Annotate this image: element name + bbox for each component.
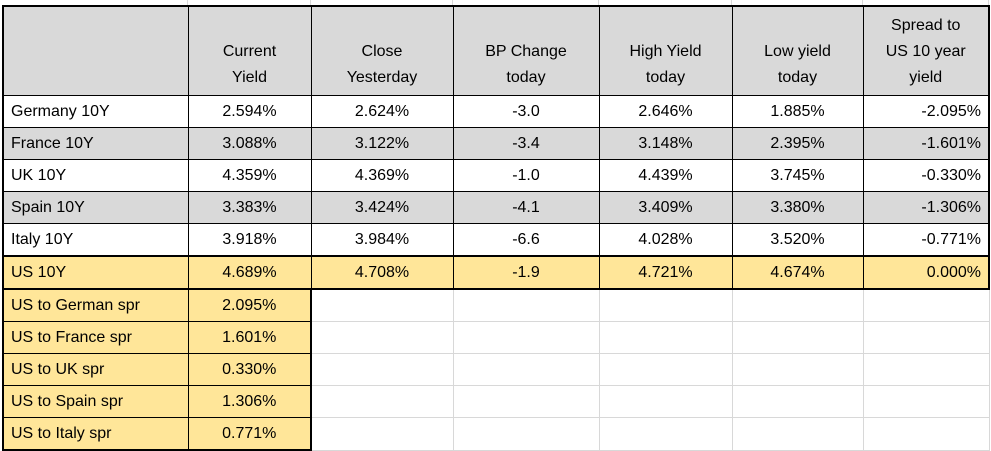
spread-value-cell[interactable]: 0.330%: [187, 353, 312, 386]
row-uk-10y: UK 10Y 4.359% 4.369% -1.0 4.439% 3.745% …: [2, 159, 990, 192]
empty-cell[interactable]: [599, 321, 733, 354]
empty-cell[interactable]: [863, 353, 990, 386]
high-yield-cell[interactable]: 4.028%: [598, 223, 733, 257]
current-yield-cell[interactable]: 3.383%: [187, 191, 312, 224]
high-yield-cell[interactable]: 3.409%: [598, 191, 733, 224]
empty-cell[interactable]: [863, 385, 990, 418]
empty-cell[interactable]: [453, 385, 600, 418]
current-yield-cell[interactable]: 3.918%: [187, 223, 312, 257]
row-label-cell[interactable]: Spain 10Y: [2, 191, 189, 224]
empty-cell[interactable]: [732, 321, 864, 354]
empty-cell[interactable]: [732, 289, 864, 322]
column-header-low-yield-today[interactable]: Low yield today: [731, 5, 864, 96]
bp-change-cell[interactable]: -6.6: [452, 223, 600, 257]
empty-cell[interactable]: [732, 353, 864, 386]
row-label-cell[interactable]: UK 10Y: [2, 159, 189, 192]
row-label-cell[interactable]: US to German spr: [2, 288, 189, 322]
row-us-to-italy-spr: US to Italy spr 0.771%: [2, 417, 990, 451]
empty-cell[interactable]: [732, 417, 864, 451]
empty-cell[interactable]: [311, 321, 454, 354]
row-france-10y: France 10Y 3.088% 3.122% -3.4 3.148% 2.3…: [2, 127, 990, 160]
empty-cell[interactable]: [453, 353, 600, 386]
close-yesterday-cell[interactable]: 2.624%: [310, 95, 454, 128]
row-label-cell[interactable]: US to France spr: [2, 321, 189, 354]
empty-cell[interactable]: [599, 385, 733, 418]
spread-value-cell[interactable]: 0.771%: [187, 417, 312, 451]
empty-cell[interactable]: [311, 417, 454, 451]
empty-cell[interactable]: [453, 417, 600, 451]
empty-cell[interactable]: [453, 289, 600, 322]
close-yesterday-cell[interactable]: 4.708%: [310, 255, 454, 290]
low-yield-cell[interactable]: 3.745%: [731, 159, 864, 192]
spread-cell[interactable]: -1.306%: [862, 191, 990, 224]
current-yield-cell[interactable]: 3.088%: [187, 127, 312, 160]
column-header-high-yield-today[interactable]: High Yield today: [598, 5, 733, 96]
low-yield-cell[interactable]: 3.520%: [731, 223, 864, 257]
empty-cell[interactable]: [732, 385, 864, 418]
low-yield-cell[interactable]: 2.395%: [731, 127, 864, 160]
bp-change-cell[interactable]: -1.0: [452, 159, 600, 192]
spread-cell[interactable]: -0.771%: [862, 223, 990, 257]
empty-cell[interactable]: [863, 321, 990, 354]
row-label-cell[interactable]: US 10Y: [2, 255, 189, 290]
high-yield-cell[interactable]: 3.148%: [598, 127, 733, 160]
row-spain-10y: Spain 10Y 3.383% 3.424% -4.1 3.409% 3.38…: [2, 191, 990, 224]
empty-cell[interactable]: [863, 289, 990, 322]
low-yield-cell[interactable]: 1.885%: [731, 95, 864, 128]
current-yield-cell[interactable]: 2.594%: [187, 95, 312, 128]
row-italy-10y: Italy 10Y 3.918% 3.984% -6.6 4.028% 3.52…: [2, 223, 990, 257]
bp-change-cell[interactable]: -3.0: [452, 95, 600, 128]
empty-cell[interactable]: [599, 289, 733, 322]
spread-cell[interactable]: -2.095%: [862, 95, 990, 128]
bond-yield-table: Current Yield Close Yesterday BP Change …: [2, 5, 990, 451]
close-yesterday-cell[interactable]: 3.424%: [310, 191, 454, 224]
spread-value-cell[interactable]: 1.306%: [187, 385, 312, 418]
spread-value-cell[interactable]: 1.601%: [187, 321, 312, 354]
current-yield-cell[interactable]: 4.689%: [187, 255, 312, 290]
row-label-cell[interactable]: France 10Y: [2, 127, 189, 160]
low-yield-cell[interactable]: 4.674%: [731, 255, 864, 290]
row-us-to-german-spr: US to German spr 2.095%: [2, 288, 990, 322]
header-row: Current Yield Close Yesterday BP Change …: [2, 5, 990, 96]
spread-cell[interactable]: 0.000%: [862, 255, 990, 290]
high-yield-cell[interactable]: 4.721%: [598, 255, 733, 290]
column-header-bp-change-today[interactable]: BP Change today: [452, 5, 600, 96]
sheet-top-gridline-strip: [0, 0, 991, 5]
empty-cell[interactable]: [311, 353, 454, 386]
header-empty-cell[interactable]: [2, 5, 189, 96]
row-label-cell[interactable]: US to Italy spr: [2, 417, 189, 451]
column-header-current-yield[interactable]: Current Yield: [187, 5, 312, 96]
row-label-cell[interactable]: US to Spain spr: [2, 385, 189, 418]
high-yield-cell[interactable]: 4.439%: [598, 159, 733, 192]
close-yesterday-cell[interactable]: 3.122%: [310, 127, 454, 160]
bp-change-cell[interactable]: -4.1: [452, 191, 600, 224]
row-label-cell[interactable]: Italy 10Y: [2, 223, 189, 257]
empty-cell[interactable]: [311, 385, 454, 418]
row-us-10y: US 10Y 4.689% 4.708% -1.9 4.721% 4.674% …: [2, 255, 990, 290]
column-header-spread-to-us-10-year-yield[interactable]: Spread to US 10 year yield: [862, 5, 990, 96]
current-yield-cell[interactable]: 4.359%: [187, 159, 312, 192]
spread-value-cell[interactable]: 2.095%: [187, 288, 312, 322]
empty-cell[interactable]: [311, 289, 454, 322]
row-label-cell[interactable]: Germany 10Y: [2, 95, 189, 128]
row-us-to-spain-spr: US to Spain spr 1.306%: [2, 385, 990, 418]
high-yield-cell[interactable]: 2.646%: [598, 95, 733, 128]
row-us-to-uk-spr: US to UK spr 0.330%: [2, 353, 990, 386]
spread-cell[interactable]: -0.330%: [862, 159, 990, 192]
bp-change-cell[interactable]: -3.4: [452, 127, 600, 160]
spread-cell[interactable]: -1.601%: [862, 127, 990, 160]
column-header-close-yesterday[interactable]: Close Yesterday: [310, 5, 454, 96]
low-yield-cell[interactable]: 3.380%: [731, 191, 864, 224]
row-us-to-france-spr: US to France spr 1.601%: [2, 321, 990, 354]
close-yesterday-cell[interactable]: 4.369%: [310, 159, 454, 192]
row-label-cell[interactable]: US to UK spr: [2, 353, 189, 386]
empty-cell[interactable]: [599, 353, 733, 386]
empty-cell[interactable]: [453, 321, 600, 354]
empty-cell[interactable]: [863, 417, 990, 451]
close-yesterday-cell[interactable]: 3.984%: [310, 223, 454, 257]
empty-cell[interactable]: [599, 417, 733, 451]
row-germany-10y: Germany 10Y 2.594% 2.624% -3.0 2.646% 1.…: [2, 95, 990, 128]
bp-change-cell[interactable]: -1.9: [452, 255, 600, 290]
